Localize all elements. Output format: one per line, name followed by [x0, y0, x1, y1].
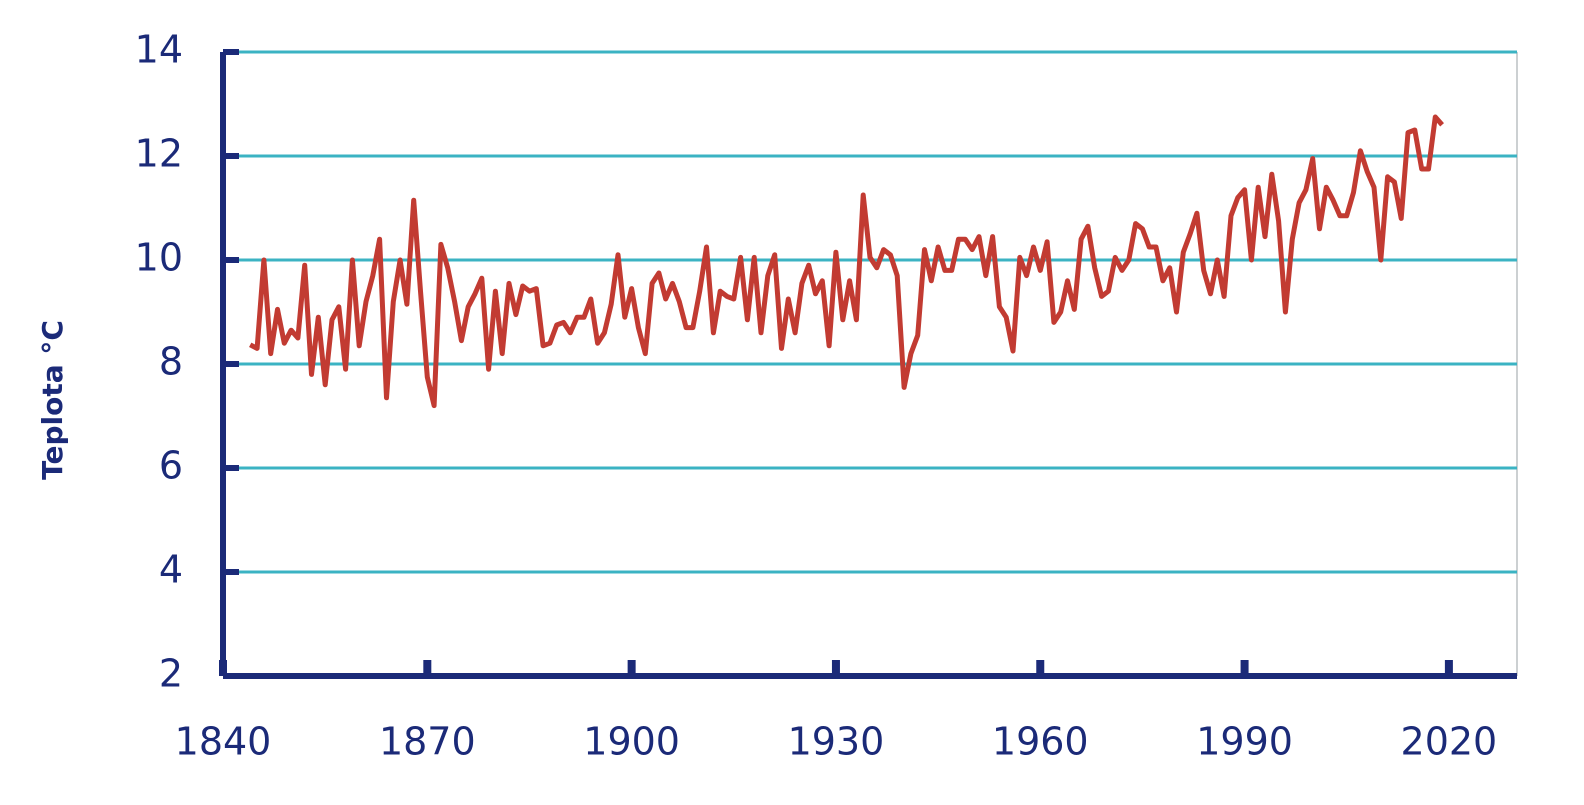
- y-tick-mark: [223, 49, 239, 55]
- y-tick-label: 8: [159, 340, 183, 384]
- data-line: [249, 114, 1444, 409]
- y-tick-label: 6: [159, 444, 183, 488]
- y-tick-mark: [223, 569, 239, 575]
- y-tick-label: 12: [135, 132, 183, 176]
- x-tick-label: 2020: [1401, 720, 1498, 764]
- x-tick-mark: [1444, 660, 1453, 676]
- y-axis-label: Teplota °C: [36, 320, 69, 480]
- x-tick-label: 1870: [379, 720, 476, 764]
- x-tick-label: 1900: [583, 720, 680, 764]
- x-tick-label: 1990: [1196, 720, 1293, 764]
- y-tick-mark: [223, 257, 239, 263]
- x-tick-mark: [423, 660, 432, 676]
- y-tick-mark: [223, 465, 239, 471]
- x-tick-label: 1960: [992, 720, 1089, 764]
- y-tick-mark: [223, 153, 239, 159]
- y-tick-label: 4: [159, 548, 183, 592]
- y-tick-label: 2: [159, 652, 183, 696]
- x-tick-mark: [1240, 660, 1249, 676]
- y-tick-label: 10: [135, 236, 183, 280]
- y-tick-mark: [223, 361, 239, 367]
- x-tick-mark: [627, 660, 636, 676]
- x-tick-mark: [1036, 660, 1045, 676]
- x-tick-label: 1930: [788, 720, 885, 764]
- x-tick-label: 1840: [175, 720, 272, 764]
- y-tick-label: 14: [135, 28, 183, 72]
- x-tick-mark: [831, 660, 840, 676]
